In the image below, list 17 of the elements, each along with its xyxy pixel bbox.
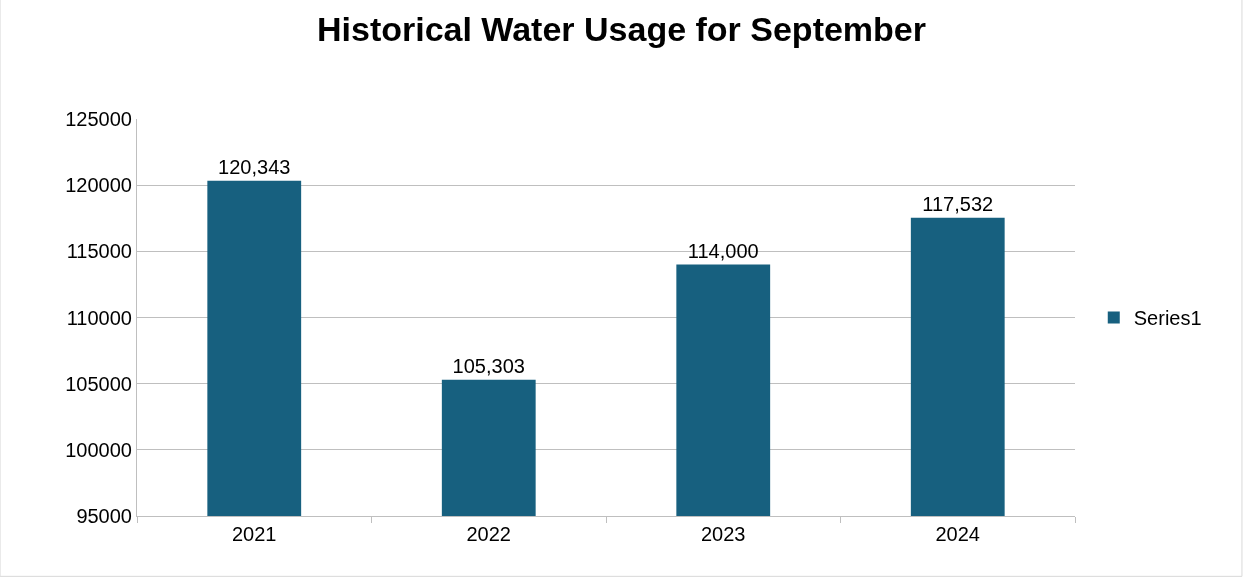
x-tick-label: 2024 xyxy=(935,523,980,545)
x-tick-label: 2022 xyxy=(466,523,511,545)
y-tick-label: 115000 xyxy=(66,240,132,263)
y-tick-label: 95000 xyxy=(76,505,132,527)
data-label: 105,303 xyxy=(452,354,525,377)
y-tick-label: 120000 xyxy=(65,174,132,197)
x-tick-label: 2023 xyxy=(701,523,746,545)
data-label: 117,532 xyxy=(922,192,994,215)
y-tick-label: 125000 xyxy=(65,108,132,130)
chart-title: Historical Water Usage for September xyxy=(316,10,927,49)
legend-label: Series1 xyxy=(1133,307,1202,330)
x-tick-label: 2021 xyxy=(232,523,277,545)
y-tick-label: 110000 xyxy=(66,306,132,329)
data-label: 114,000 xyxy=(687,239,759,262)
data-label: 120,343 xyxy=(218,155,291,178)
y-tick-label: 100000 xyxy=(65,438,132,461)
y-tick-label: 105000 xyxy=(65,372,132,395)
